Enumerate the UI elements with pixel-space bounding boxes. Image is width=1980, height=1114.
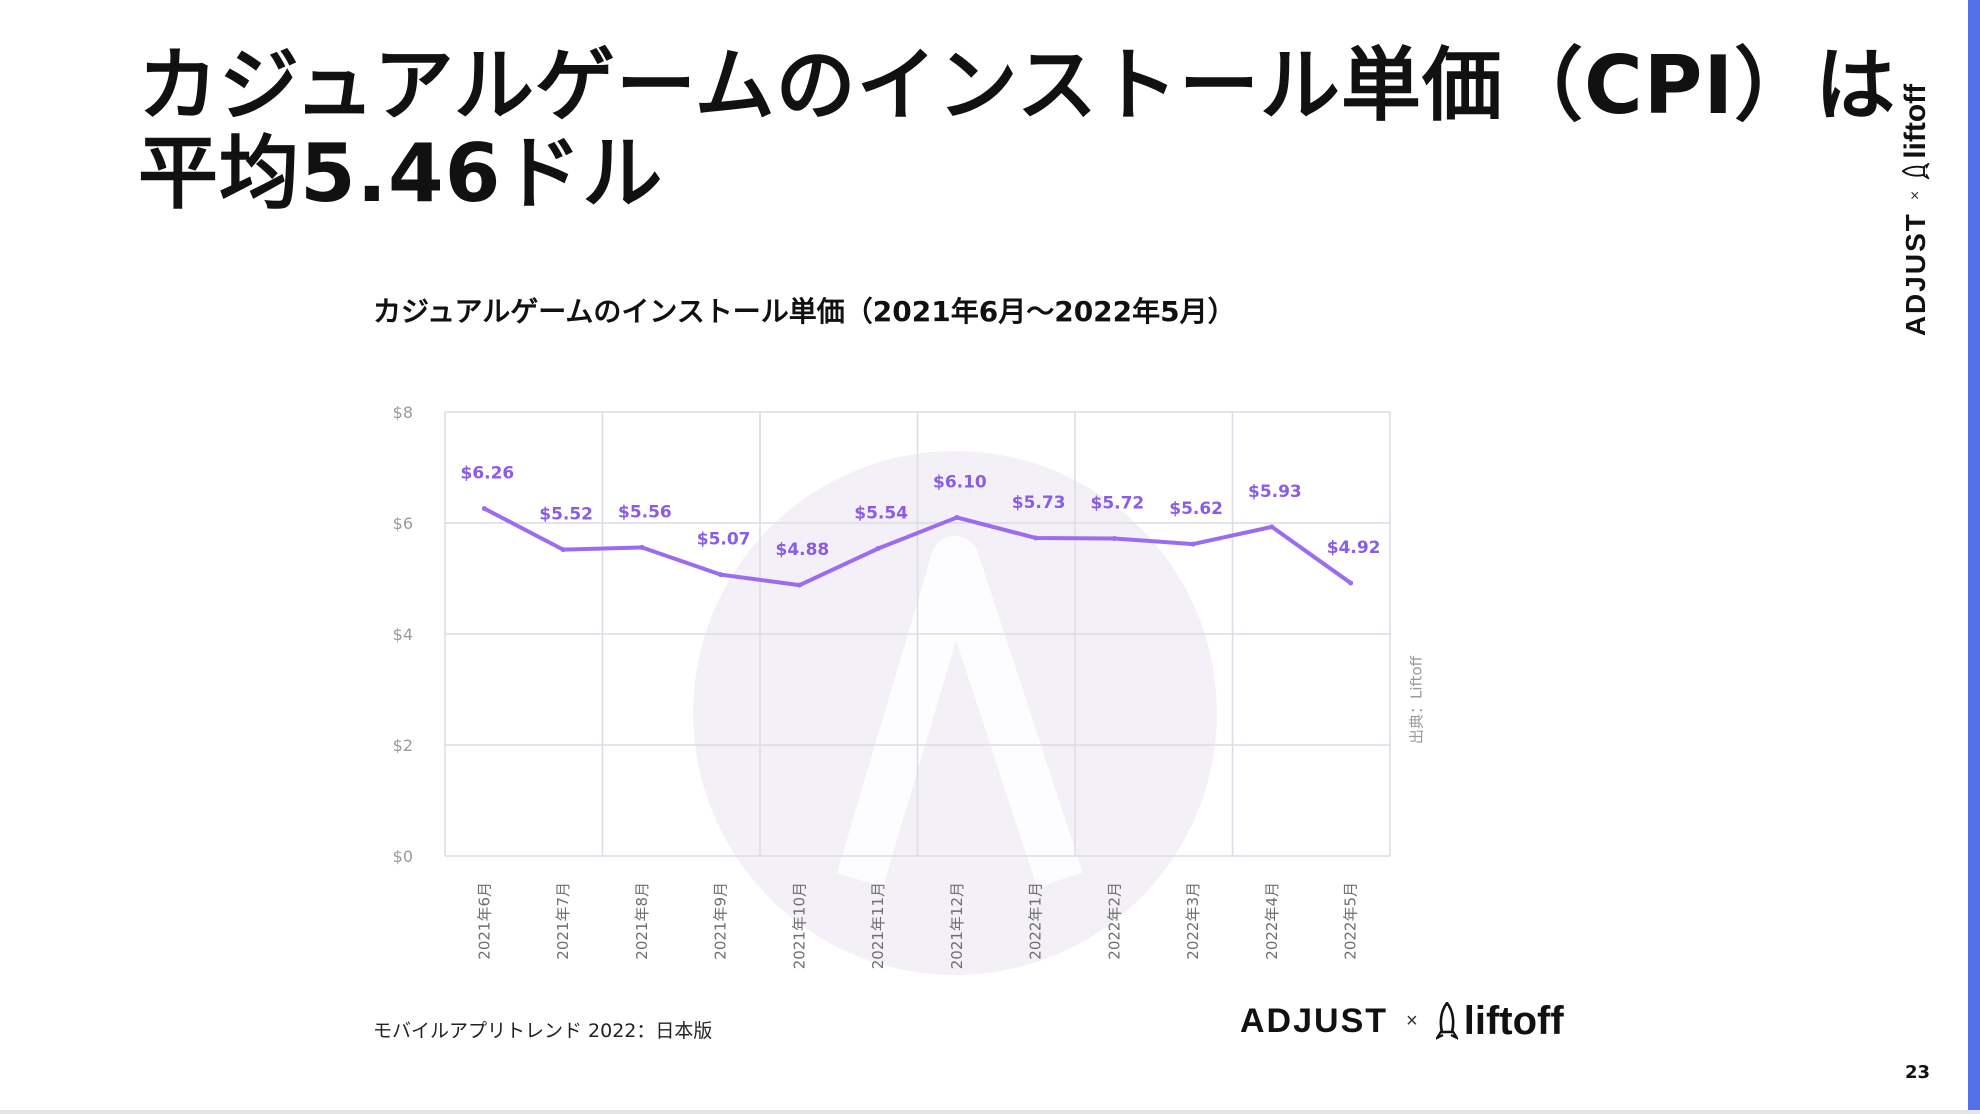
- y-tick-label: $2: [393, 736, 413, 755]
- source-note: 出典：Liftoff: [1407, 656, 1426, 744]
- data-point: [796, 582, 802, 588]
- page-number: 23: [1905, 1062, 1931, 1083]
- data-point: [1033, 535, 1039, 541]
- x-tick-label: 2021年10月: [790, 882, 808, 969]
- data-label: $5.72: [1090, 494, 1144, 514]
- x-tick-label: 2022年1月: [1027, 882, 1045, 960]
- data-label: $6.26: [460, 464, 514, 484]
- x-tick-label: 2022年5月: [1342, 882, 1360, 960]
- y-tick-label: $8: [393, 403, 413, 422]
- data-label: $5.93: [1248, 482, 1302, 502]
- side-adjust-logo: ADJUST: [1900, 212, 1931, 337]
- x-tick-label: 2022年3月: [1184, 882, 1202, 960]
- x-tick-label: 2021年8月: [633, 882, 651, 960]
- data-point: [718, 572, 724, 578]
- side-logos: ADJUST × liftoff: [1899, 84, 1933, 336]
- slide-title-line-1: カジュアルゲームのインストール単価（CPI）は: [138, 39, 1897, 132]
- publication-name: モバイルアプリトレンド 2022：日本版: [373, 1020, 713, 1042]
- side-rocket-icon: [1902, 162, 1930, 179]
- rocket-icon: [1435, 1002, 1458, 1040]
- data-point: [1190, 541, 1196, 547]
- y-tick-label: $0: [393, 847, 413, 866]
- side-liftoff-logo: liftoff: [1899, 84, 1933, 179]
- data-point: [1348, 580, 1354, 586]
- x-tick-label: 2021年6月: [475, 882, 493, 960]
- chart-title: カジュアルゲームのインストール単価（2021年6月〜2022年5月）: [373, 295, 1236, 328]
- data-point: [560, 547, 566, 553]
- data-label: $5.73: [1012, 493, 1066, 513]
- data-point: [639, 544, 645, 550]
- data-label: $5.52: [539, 505, 593, 525]
- footer-logos: ADJUST × liftoff: [1240, 998, 1564, 1044]
- watermark-mark: [836, 536, 1083, 888]
- data-point: [1269, 524, 1275, 530]
- x-tick-label: 2021年11月: [869, 882, 887, 969]
- data-point: [481, 506, 487, 512]
- side-logo-separator: ×: [1907, 190, 1924, 201]
- x-tick-label: 2021年9月: [712, 882, 730, 960]
- liftoff-logo-text: liftoff: [1463, 998, 1564, 1043]
- y-tick-label: $4: [393, 625, 413, 644]
- slide-title: カジュアルゲームのインストール単価（CPI）は 平均5.46ドル: [138, 39, 1897, 220]
- series-line: [482, 506, 1353, 588]
- data-label: $5.62: [1169, 499, 1223, 519]
- data-label: $5.56: [618, 502, 672, 522]
- data-point: [954, 514, 960, 520]
- data-label: $4.88: [775, 540, 829, 560]
- liftoff-logo: liftoff: [1435, 998, 1564, 1044]
- logo-separator: ×: [1406, 1009, 1418, 1032]
- x-tick-label: 2022年2月: [1105, 882, 1123, 960]
- data-label: $5.07: [697, 530, 751, 550]
- data-label: $5.54: [854, 504, 908, 524]
- data-point: [1111, 536, 1117, 542]
- bottom-strip: [0, 1110, 1980, 1114]
- slide-title-line-2: 平均5.46ドル: [138, 127, 664, 220]
- data-point: [875, 546, 881, 552]
- data-label: $6.10: [933, 472, 987, 492]
- y-tick-label: $6: [393, 514, 413, 533]
- adjust-logo: ADJUST: [1240, 1001, 1389, 1040]
- x-tick-label: 2021年7月: [554, 882, 572, 960]
- right-accent-border: [1968, 0, 1980, 1114]
- watermark-circle: [693, 451, 1217, 975]
- side-liftoff-logo-text: liftoff: [1899, 83, 1932, 159]
- x-tick-label: 2022年4月: [1263, 882, 1281, 960]
- data-label: $4.92: [1327, 538, 1381, 558]
- x-tick-label: 2021年12月: [948, 882, 966, 969]
